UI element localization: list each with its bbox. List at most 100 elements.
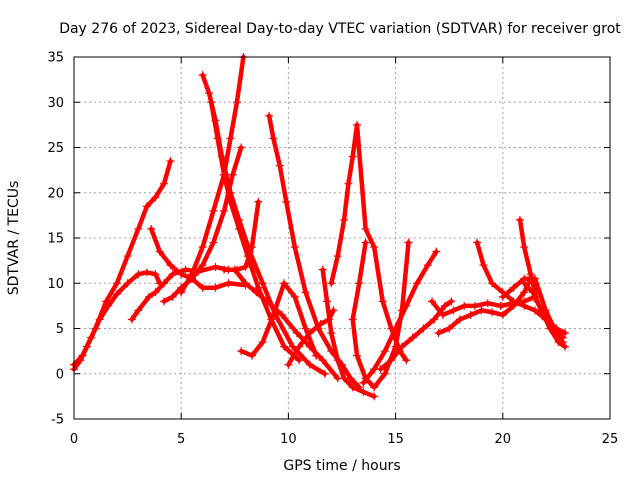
data-point bbox=[177, 288, 186, 297]
x-tick-label: 10 bbox=[280, 432, 297, 447]
y-axis-label: SDTVAR / TECUs bbox=[6, 181, 22, 296]
data-point bbox=[160, 279, 169, 288]
data-point bbox=[277, 310, 286, 319]
data-point bbox=[211, 262, 220, 271]
data-point bbox=[198, 283, 207, 292]
data-point bbox=[123, 252, 132, 261]
data-point bbox=[515, 215, 524, 224]
y-tick-label: 30 bbox=[47, 96, 64, 111]
data-point bbox=[348, 315, 357, 324]
data-point bbox=[237, 347, 246, 356]
x-tick-label: 25 bbox=[602, 432, 619, 447]
data-point bbox=[145, 292, 154, 301]
data-point bbox=[230, 265, 239, 274]
series-line bbox=[320, 267, 377, 399]
data-point bbox=[387, 356, 396, 365]
data-point bbox=[498, 310, 507, 319]
data-point bbox=[496, 301, 505, 310]
data-point bbox=[528, 288, 537, 297]
data-point bbox=[228, 170, 237, 179]
series-pass-p bbox=[359, 247, 441, 387]
data-point bbox=[520, 301, 529, 310]
data-point bbox=[280, 342, 289, 351]
data-point bbox=[361, 224, 370, 233]
data-point bbox=[241, 262, 250, 271]
data-point bbox=[560, 329, 569, 338]
data-point bbox=[320, 369, 329, 378]
data-point bbox=[166, 261, 175, 270]
data-point bbox=[440, 301, 449, 310]
series-pass-q bbox=[376, 297, 456, 374]
data-point bbox=[284, 360, 293, 369]
series-pass-w bbox=[520, 279, 569, 351]
data-point bbox=[408, 333, 417, 342]
data-point bbox=[142, 268, 151, 277]
data-point bbox=[428, 297, 437, 306]
data-point bbox=[434, 329, 443, 338]
y-tick-label: 0 bbox=[56, 367, 64, 382]
data-point bbox=[134, 224, 143, 233]
data-point bbox=[479, 261, 488, 270]
data-point bbox=[269, 310, 278, 319]
data-point bbox=[520, 279, 529, 288]
data-point bbox=[530, 274, 539, 283]
data-point bbox=[438, 310, 447, 319]
series-pass-f bbox=[177, 53, 248, 297]
data-point bbox=[488, 308, 497, 317]
series-line bbox=[436, 276, 533, 336]
data-point bbox=[327, 329, 336, 338]
data-point bbox=[301, 324, 310, 333]
data-point bbox=[282, 197, 291, 206]
data-point bbox=[237, 143, 246, 152]
data-point bbox=[112, 290, 121, 299]
data-point bbox=[333, 252, 342, 261]
data-point bbox=[269, 134, 278, 143]
data-point bbox=[329, 306, 338, 315]
data-point bbox=[292, 329, 301, 338]
x-tick-label: 5 bbox=[177, 432, 185, 447]
data-point bbox=[509, 297, 518, 306]
data-point bbox=[340, 215, 349, 224]
data-point bbox=[198, 71, 207, 80]
data-point bbox=[391, 324, 400, 333]
data-point bbox=[402, 356, 411, 365]
data-point bbox=[220, 265, 229, 274]
data-point bbox=[160, 297, 169, 306]
data-point bbox=[378, 297, 387, 306]
data-point bbox=[226, 197, 235, 206]
data-point bbox=[537, 306, 546, 315]
data-point bbox=[305, 329, 314, 338]
data-point bbox=[177, 270, 186, 279]
data-point bbox=[353, 120, 362, 129]
series-line bbox=[521, 281, 568, 349]
data-point bbox=[560, 342, 569, 351]
data-point bbox=[134, 270, 143, 279]
data-point bbox=[290, 292, 299, 301]
data-point bbox=[226, 134, 235, 143]
data-point bbox=[207, 98, 216, 107]
data-point bbox=[460, 301, 469, 310]
data-point bbox=[151, 270, 160, 279]
data-point bbox=[211, 283, 220, 292]
data-point bbox=[520, 243, 529, 252]
data-point bbox=[344, 179, 353, 188]
data-point bbox=[340, 374, 349, 383]
y-tick-label: -5 bbox=[51, 413, 64, 428]
data-point bbox=[445, 324, 454, 333]
data-point bbox=[370, 243, 379, 252]
data-point bbox=[243, 252, 252, 261]
data-point bbox=[232, 98, 241, 107]
data-point bbox=[95, 315, 104, 324]
data-point bbox=[545, 324, 554, 333]
data-point bbox=[509, 283, 518, 292]
data-point bbox=[380, 347, 389, 356]
data-point bbox=[151, 193, 160, 202]
series-line bbox=[178, 54, 246, 295]
data-point bbox=[333, 356, 342, 365]
data-point bbox=[168, 292, 177, 301]
data-point bbox=[301, 288, 310, 297]
data-point bbox=[449, 306, 458, 315]
data-point bbox=[430, 315, 439, 324]
y-tick-label: 10 bbox=[47, 277, 64, 292]
data-point bbox=[295, 356, 304, 365]
